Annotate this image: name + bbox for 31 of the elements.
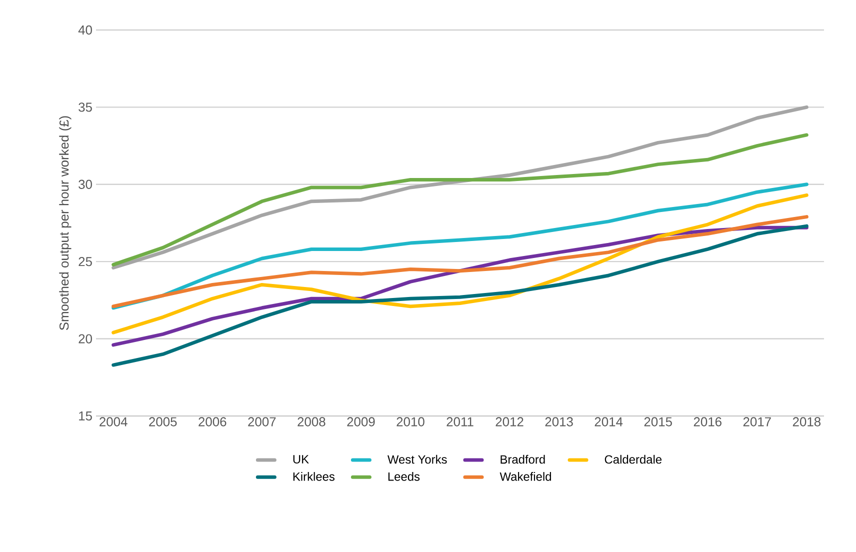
- legend-label: Wakefield: [500, 472, 551, 481]
- x-tick-label: 2010: [396, 417, 424, 426]
- x-tick-label: 2007: [248, 417, 276, 426]
- x-tick-label: 2004: [100, 417, 128, 426]
- x-tick-label: 2006: [198, 417, 226, 426]
- legend-label: Leeds: [388, 472, 420, 481]
- x-tick-label: 2017: [743, 417, 771, 426]
- x-tick-label: 2008: [298, 417, 326, 426]
- y-axis-title: Smoothed output per hour worked (£): [59, 116, 72, 330]
- y-tick-label: 15: [79, 411, 92, 420]
- x-tick-label: 2015: [644, 417, 672, 426]
- x-tick-label: 2013: [545, 417, 573, 426]
- line-series: [112, 193, 808, 334]
- y-tick-label: 25: [78, 256, 92, 266]
- legend-label: Calderdale: [604, 454, 662, 464]
- x-tick-label: 2018: [792, 417, 821, 426]
- legend-label: Kirklees: [293, 472, 335, 481]
- legend-label: UK: [293, 455, 309, 464]
- y-tick-label: 30: [78, 180, 92, 189]
- y-tick-label: 20: [78, 334, 92, 344]
- legend-label: West Yorks: [387, 454, 447, 464]
- x-tick-label: 2011: [446, 417, 474, 426]
- x-tick-label: 2012: [496, 417, 524, 426]
- line-series: [112, 182, 808, 310]
- x-tick-label: 2016: [694, 417, 722, 426]
- y-tick-label: 40: [78, 25, 92, 35]
- x-tick-label: 2005: [149, 417, 177, 426]
- y-tick-label: 35: [78, 102, 92, 112]
- x-tick-label: 2009: [347, 417, 375, 426]
- x-tick-label: 2014: [594, 417, 623, 426]
- legend-label: Bradford: [500, 454, 545, 464]
